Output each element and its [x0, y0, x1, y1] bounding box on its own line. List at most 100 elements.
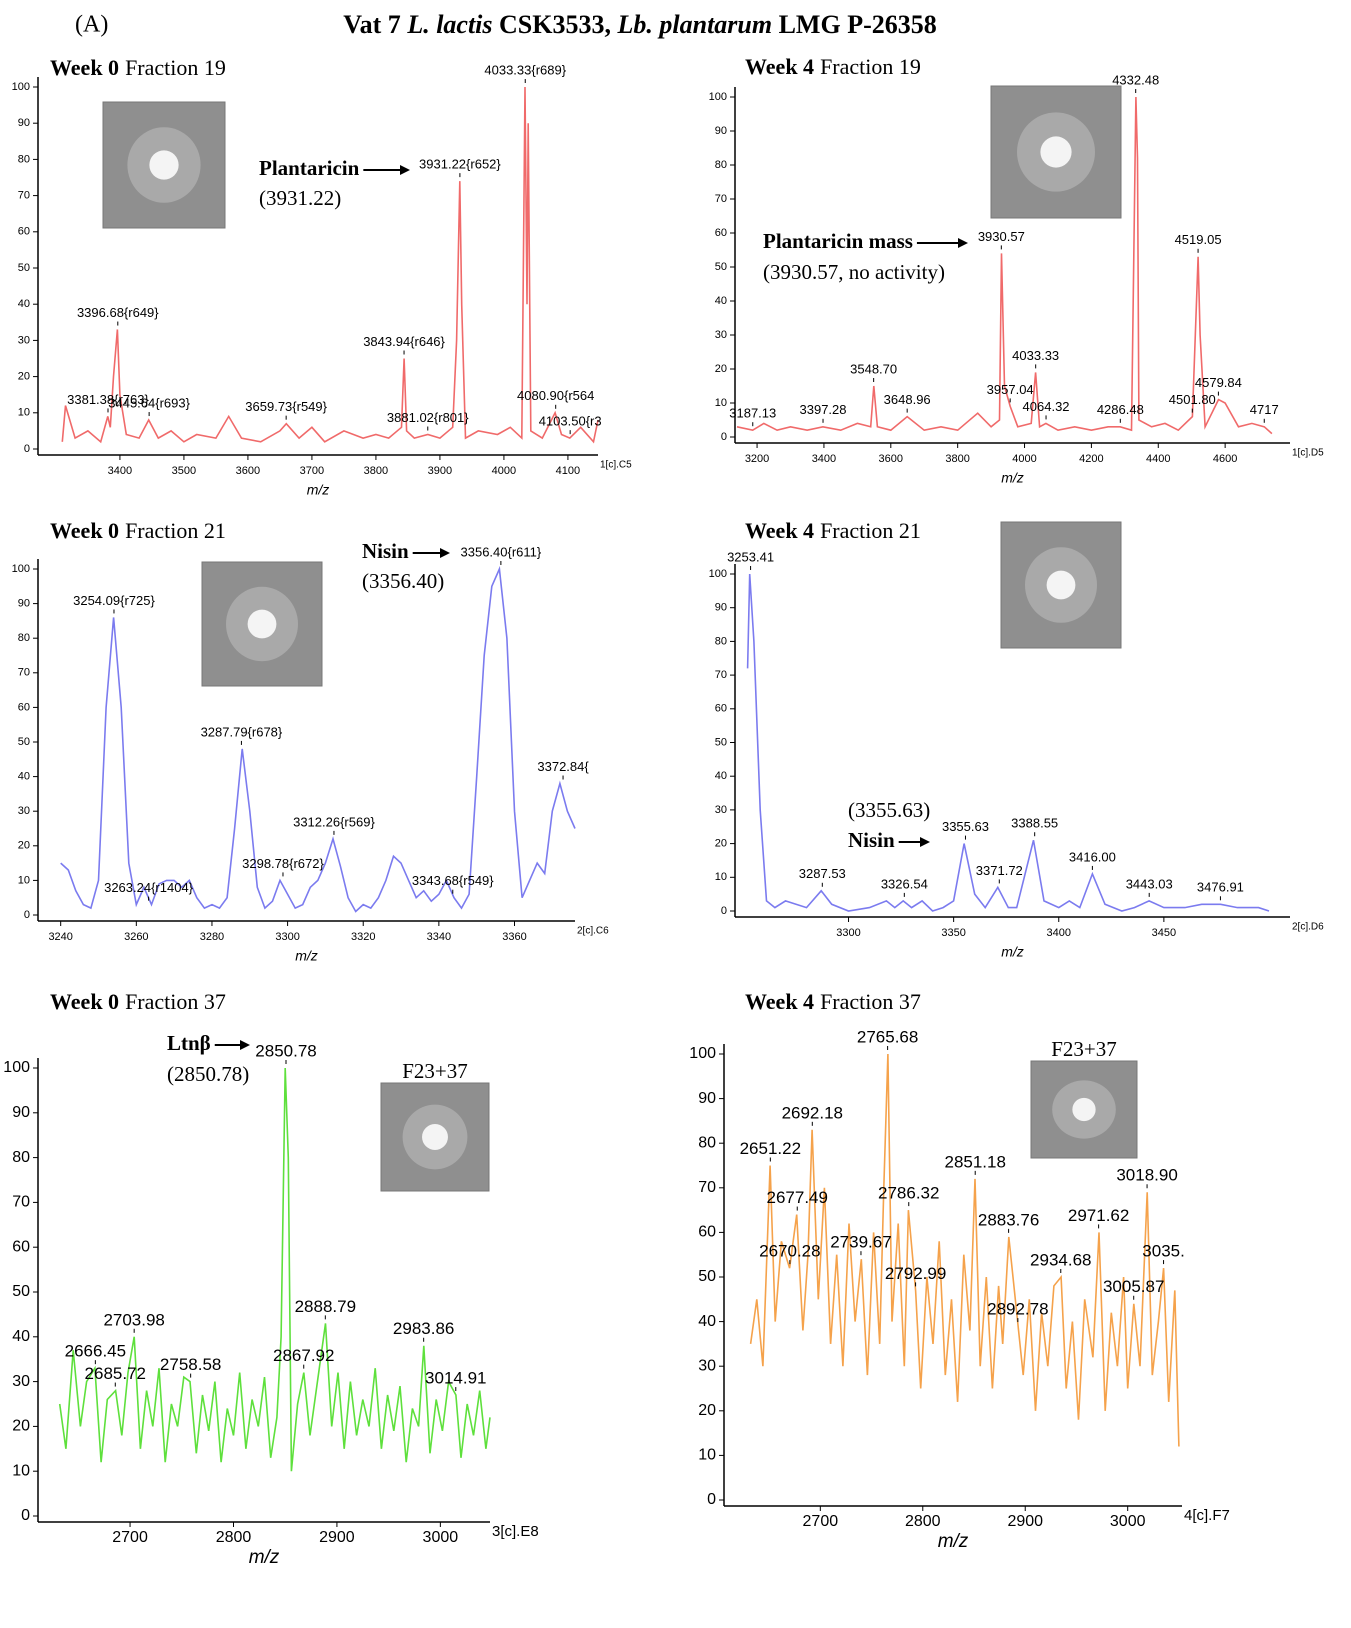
- peak-label: 2892.78: [987, 1300, 1048, 1319]
- x-tick-label: 3800: [364, 465, 388, 477]
- peak-label: 3881.02{r801}: [387, 410, 469, 425]
- annotation-arrowhead: [920, 837, 930, 847]
- y-tick-label: 70: [12, 1194, 30, 1211]
- peak-label: 3254.09{r725}: [73, 593, 155, 608]
- y-tick-label: 20: [698, 1402, 716, 1419]
- y-tick-label: 40: [18, 771, 30, 783]
- x-tick-label: 3000: [1110, 1513, 1146, 1530]
- peak-label: 3843.94{r646}: [363, 334, 445, 349]
- inset-label: F23+37: [1051, 1037, 1117, 1061]
- y-tick-label: 90: [715, 125, 727, 137]
- x-tick-label: 3000: [423, 1529, 459, 1546]
- x-axis-label: m/z: [295, 948, 318, 964]
- x-tick-label: 3400: [1047, 927, 1071, 939]
- annotation-value: (2850.78): [167, 1062, 249, 1086]
- x-axis-label: m/z: [938, 1531, 969, 1552]
- corner-label: 4[c].F7: [1184, 1507, 1230, 1524]
- peak-label: 4286.48: [1097, 402, 1144, 417]
- x-axis-label: m/z: [307, 482, 330, 498]
- peak-label: 3005.87: [1103, 1277, 1164, 1296]
- y-tick-label: 100: [12, 81, 30, 93]
- x-tick-label: 3200: [745, 453, 769, 465]
- panel-title-bold: Week 0: [50, 989, 119, 1014]
- peak-label: 3372.84{: [537, 759, 589, 774]
- peak-label: 3931.22{r652}: [419, 157, 501, 172]
- y-tick-label: 50: [18, 736, 30, 748]
- x-tick-label: 3400: [812, 453, 836, 465]
- y-tick-label: 90: [18, 598, 30, 610]
- y-tick-label: 20: [18, 371, 30, 383]
- peak-label: 2765.68: [857, 1027, 918, 1046]
- panel-title: Week 4Fraction 21: [745, 518, 921, 543]
- peak-label: 2983.86: [393, 1319, 454, 1338]
- peak-label: 3397.28: [800, 402, 847, 417]
- y-tick-label: 30: [698, 1357, 716, 1374]
- inset-well: [248, 610, 277, 639]
- peak-label: 4332.48: [1112, 72, 1159, 87]
- x-tick-label: 3800: [945, 453, 969, 465]
- title-part: L. lactis: [406, 10, 492, 39]
- peak-label: 2934.68: [1030, 1250, 1091, 1269]
- y-tick-label: 10: [698, 1447, 716, 1464]
- y-tick-label: 40: [698, 1313, 716, 1330]
- y-tick-label: 0: [24, 909, 30, 921]
- y-tick-label: 30: [12, 1373, 30, 1390]
- y-tick-label: 20: [715, 838, 727, 850]
- title-part: CSK3533,: [493, 10, 618, 39]
- corner-label: 3[c].E8: [492, 1523, 539, 1540]
- y-tick-label: 70: [715, 669, 727, 681]
- y-tick-label: 60: [698, 1224, 716, 1241]
- y-tick-label: 10: [12, 1462, 30, 1479]
- peak-label: 2703.98: [103, 1310, 164, 1329]
- x-tick-label: 2700: [112, 1529, 148, 1546]
- peak-label: 2651.22: [740, 1139, 801, 1158]
- x-tick-label: 3340: [427, 931, 451, 943]
- y-tick-label: 100: [689, 1045, 716, 1062]
- y-tick-label: 80: [12, 1149, 30, 1166]
- panel-title-bold: Week 4: [745, 54, 814, 79]
- title-part: Vat 7: [343, 10, 407, 39]
- y-tick-label: 80: [18, 632, 30, 644]
- inset-well: [1047, 571, 1076, 600]
- peak-label: 3443.03: [1126, 876, 1173, 891]
- x-tick-label: 3300: [836, 927, 860, 939]
- peak-label: 2739.67: [830, 1233, 891, 1252]
- figure-title: Vat 7 L. lactis CSK3533, Lb. plantarum L…: [343, 10, 937, 39]
- y-tick-label: 90: [715, 602, 727, 614]
- peak-label: 3648.96: [884, 392, 931, 407]
- peak-label: 2851.18: [944, 1152, 1005, 1171]
- y-tick-label: 30: [18, 805, 30, 817]
- peak-label: 3355.63: [942, 819, 989, 834]
- x-tick-label: 4600: [1213, 453, 1237, 465]
- y-tick-label: 50: [12, 1283, 30, 1300]
- peak-label: 3371.72: [976, 863, 1023, 878]
- x-tick-label: 3500: [172, 465, 196, 477]
- panel-title: Week 4Fraction 19: [745, 54, 921, 79]
- inset-well: [1072, 1098, 1095, 1121]
- panel-title-bold: Week 4: [745, 989, 814, 1014]
- x-tick-label: 3360: [502, 931, 526, 943]
- panel-title-bold: Week 0: [50, 55, 119, 80]
- peak-label: 2692.18: [782, 1103, 843, 1122]
- peak-label: 4080.90{r564: [517, 388, 594, 403]
- y-tick-label: 0: [721, 905, 727, 917]
- x-tick-label: 3240: [48, 931, 72, 943]
- peak-label: 2883.76: [978, 1210, 1039, 1229]
- peak-label: 4033.33{r689}: [484, 62, 566, 77]
- x-tick-label: 2900: [1007, 1513, 1043, 1530]
- x-tick-label: 4000: [1012, 453, 1036, 465]
- y-tick-label: 100: [709, 91, 727, 103]
- peak-label: 2792.99: [885, 1264, 946, 1283]
- peak-label: 2971.62: [1068, 1206, 1129, 1225]
- annotation-value: (3930.57, no activity): [763, 260, 945, 284]
- panel-title-bold: Week 4: [745, 518, 814, 543]
- corner-label: 1[c].C5: [600, 460, 632, 471]
- y-tick-label: 60: [715, 703, 727, 715]
- peak-label: 3548.70: [850, 361, 897, 376]
- annotation-name: Plantaricin: [259, 156, 360, 180]
- annotation-arrowhead: [400, 165, 410, 175]
- y-tick-label: 70: [18, 190, 30, 202]
- y-tick-label: 0: [24, 443, 30, 455]
